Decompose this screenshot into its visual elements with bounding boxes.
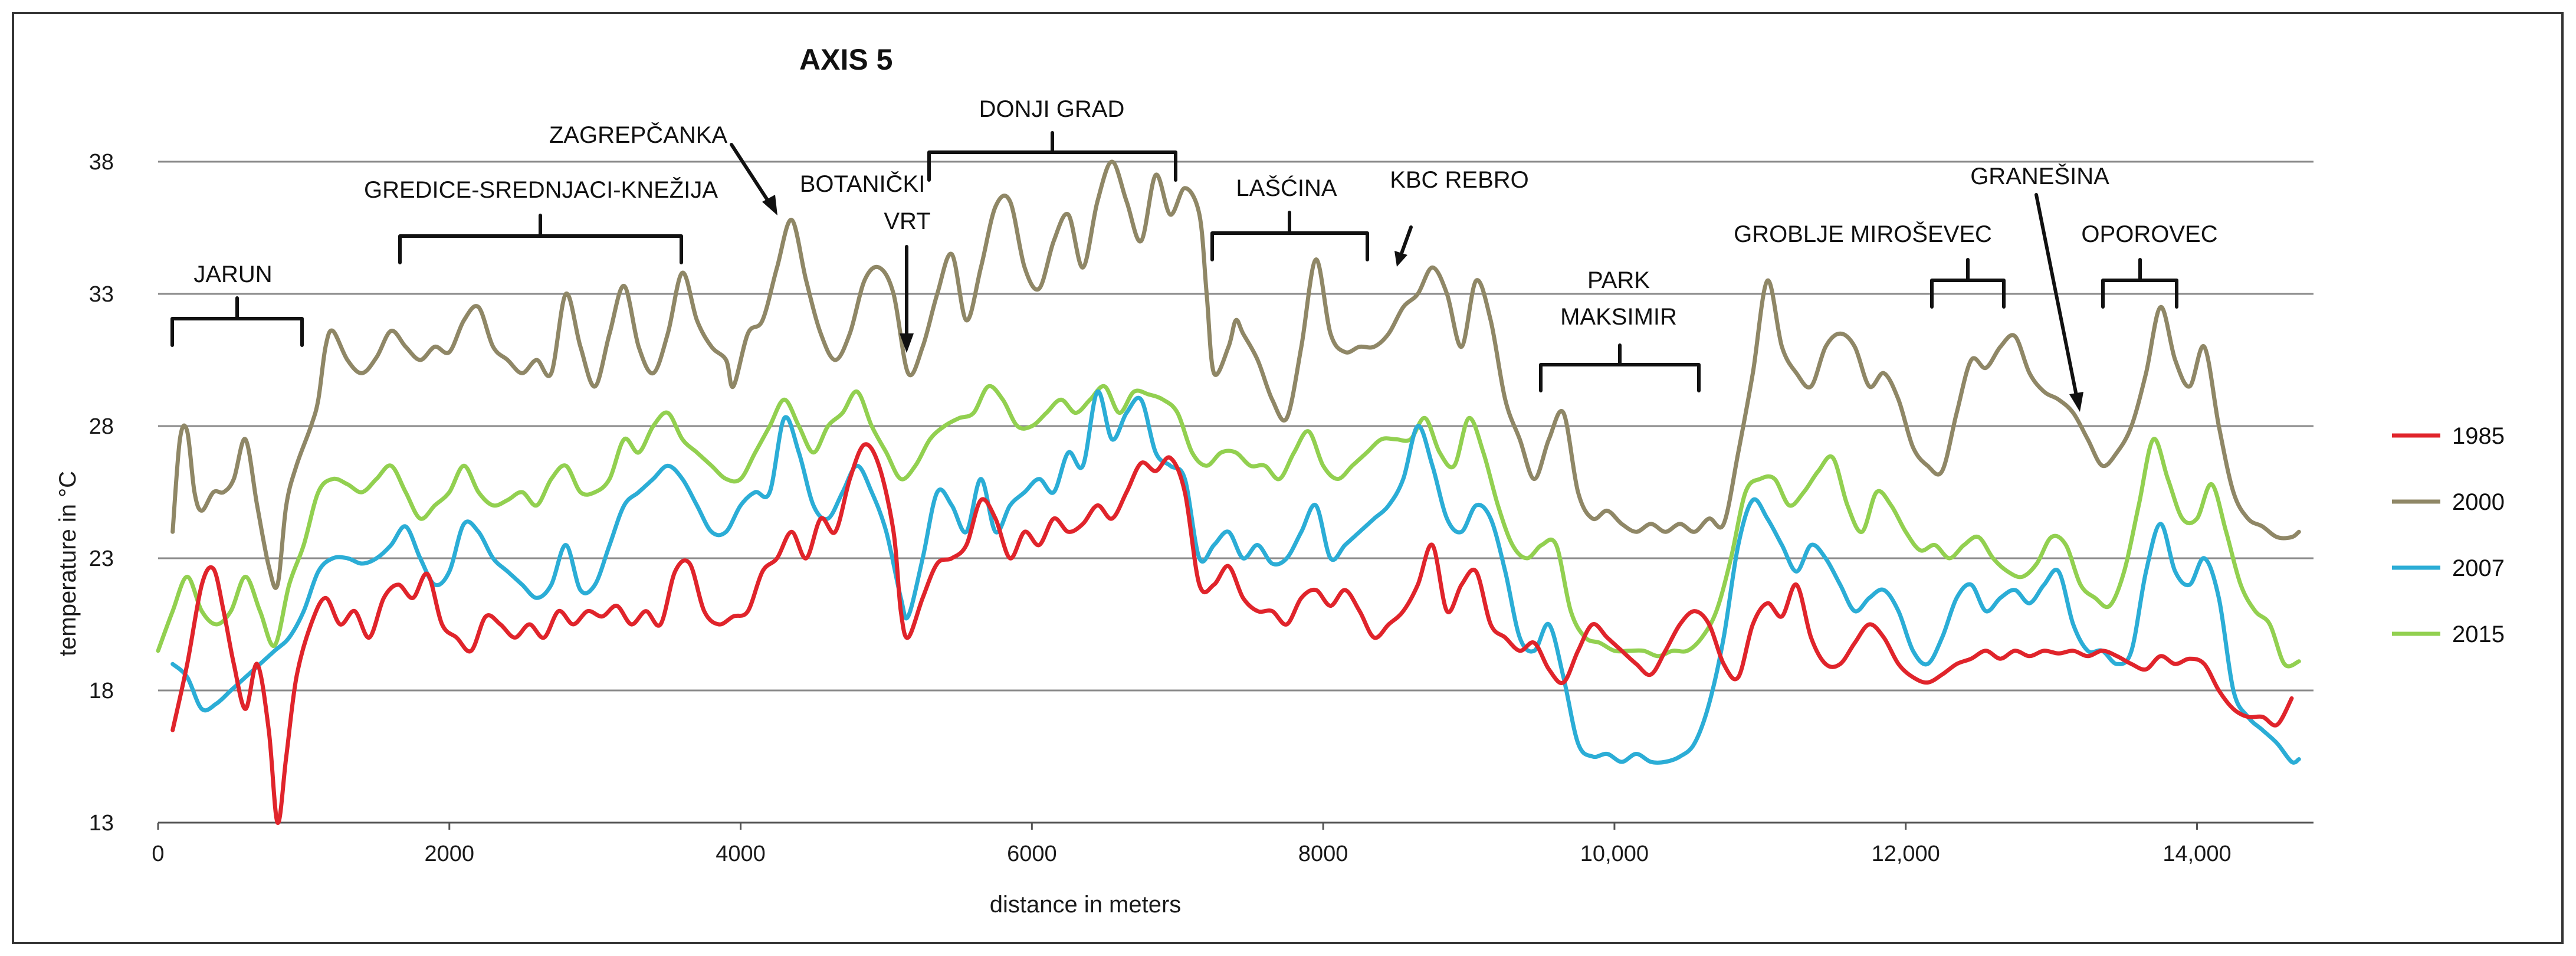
x-tick-label: 10,000 — [1580, 842, 1649, 866]
label-vrt: VRT — [884, 208, 930, 234]
arrowhead-kbc-rebro — [1394, 251, 1407, 267]
legend-label-2015: 2015 — [2452, 621, 2505, 647]
y-tick-label: 28 — [89, 414, 114, 439]
label-maksimir: MAKSIMIR — [1560, 304, 1677, 330]
series-line-1985 — [170, 442, 2294, 825]
bracket-park-maksimir — [1539, 343, 1701, 392]
legend-label-1985: 1985 — [2452, 423, 2505, 449]
chart-frame — [12, 12, 2564, 944]
series-line-2007 — [170, 389, 2301, 765]
series-lines — [156, 159, 2301, 825]
y-tick-label: 38 — [89, 150, 114, 175]
bracket-gredice — [398, 214, 683, 264]
arrowheads — [762, 195, 2083, 412]
x-tick-label: 12,000 — [1872, 842, 1940, 866]
label-park: PARK — [1587, 267, 1650, 293]
x-tick-label: 4000 — [716, 842, 766, 866]
chart-title: AXIS 5 — [799, 43, 892, 76]
arrowhead-botanicki-vrt — [900, 333, 914, 353]
x-tick-label: 8000 — [1298, 842, 1348, 866]
label-granesina: GRANEŠINA — [1970, 163, 2109, 189]
label-jarun: JARUN — [193, 261, 272, 287]
label-kbc-rebro: KBC REBRO — [1390, 167, 1529, 193]
y-tick-label: 23 — [89, 546, 114, 571]
label-oporovec: OPOROVEC — [2081, 221, 2217, 247]
legend-label-2000: 2000 — [2452, 489, 2505, 515]
arrow-zagrepcanka — [730, 143, 772, 205]
annotation-labels: JARUN GREDICE-SREDNJACI-KNEŽIJA ZAGREPČA… — [193, 96, 2217, 330]
bracket-donji-grad — [927, 131, 1177, 182]
bracket-oporovec — [2101, 258, 2178, 309]
legend: 1985 2000 2007 2015 — [2392, 423, 2505, 647]
x-axis-ticks: 0 2000 4000 6000 8000 10,000 12,000 14,000 — [152, 823, 2232, 866]
y-axis-ticks: 13 18 23 28 33 38 — [89, 150, 114, 836]
label-zagrepcanka: ZAGREPČANKA — [549, 122, 728, 148]
label-groblje: GROBLJE MIROŠEVEC — [1734, 221, 1992, 247]
y-tick-label: 13 — [89, 811, 114, 836]
y-tick-label: 18 — [89, 679, 114, 703]
bracket-jarun — [170, 296, 304, 347]
x-axis-label: distance in meters — [990, 892, 1182, 918]
bracket-groblje — [1930, 258, 2006, 309]
label-lascina: LAŠĆINA — [1236, 175, 1337, 201]
x-tick-label: 14,000 — [2162, 842, 2231, 866]
label-gredice: GREDICE-SREDNJACI-KNEŽIJA — [364, 176, 718, 203]
label-donji-grad: DONJI GRAD — [979, 96, 1125, 122]
x-tick-label: 0 — [152, 842, 164, 866]
label-botanicki: BOTANIČKI — [800, 171, 926, 197]
annotation-marks — [170, 131, 2178, 397]
x-tick-label: 6000 — [1007, 842, 1057, 866]
y-axis-label: temperature in °C — [55, 471, 81, 656]
x-tick-label: 2000 — [425, 842, 475, 866]
series-line-2015 — [156, 384, 2301, 669]
arrowhead-zagrepcanka — [762, 195, 777, 215]
y-tick-label: 33 — [89, 282, 114, 307]
bracket-lascina — [1210, 211, 1369, 261]
arrow-granesina — [2034, 193, 2078, 397]
legend-label-2007: 2007 — [2452, 555, 2505, 581]
arrow-kbc-rebro — [1399, 225, 1413, 257]
series-line-2000 — [170, 159, 2301, 590]
arrowhead-granesina — [2069, 392, 2083, 412]
